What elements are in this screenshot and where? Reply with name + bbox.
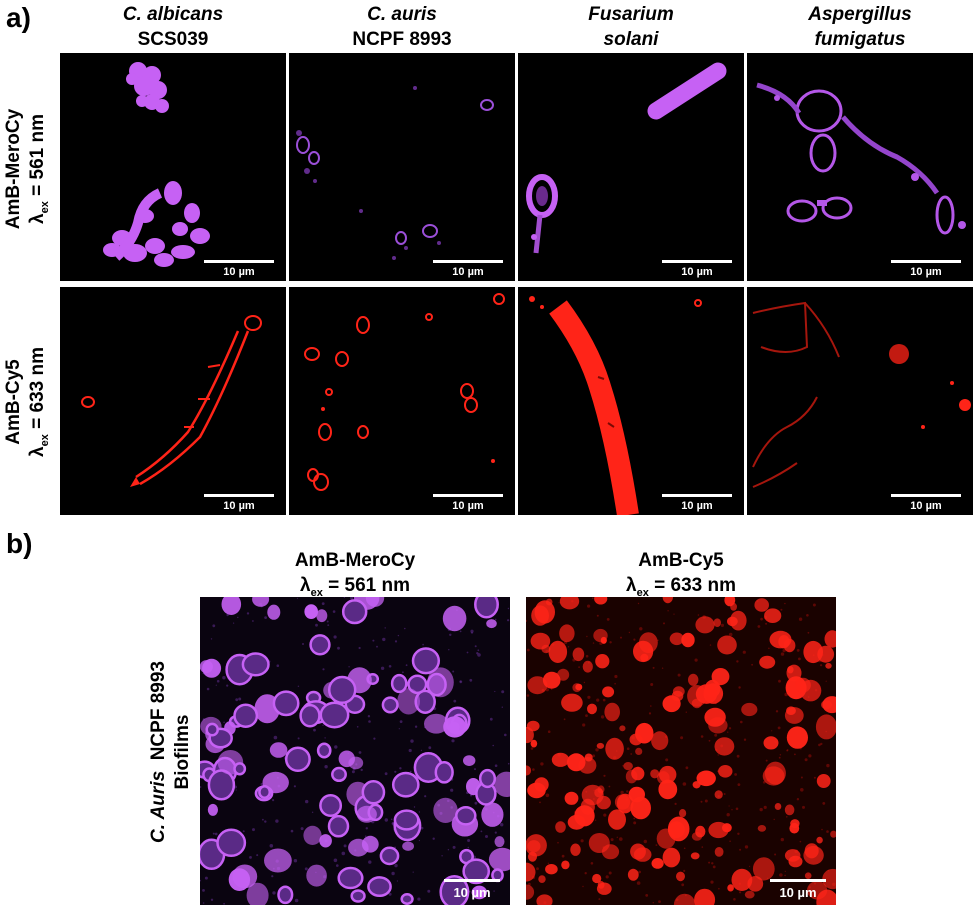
scale-bar: 10 µm [662, 494, 732, 512]
scale-bar: 10 µm [662, 260, 732, 278]
micrograph-cy5-c-auris: 10 µm [289, 287, 515, 515]
micrograph-cy5-aspergillus: 10 µm [747, 287, 973, 515]
biofilm-micrograph-cy5: 10 µm [526, 597, 836, 905]
scale-bar: 10 µm [891, 260, 961, 278]
micrograph-merocy-aspergillus: 10 µm [747, 53, 973, 281]
panel-b-label: b) [6, 528, 33, 559]
column-header-fusarium: Fusarium solani [588, 4, 674, 50]
scale-bar: 10 µm [444, 879, 500, 900]
scale-bar: 10 µm [433, 494, 503, 512]
biofilm-micrograph-merocy: 10 µm [200, 597, 510, 905]
column-header-aspergillus: Aspergillus fumigatus [808, 4, 912, 50]
row-label-cy5: AmB-Cy5 λex = 633 nm [3, 347, 51, 457]
micrograph-merocy-fusarium: 10 µm [518, 53, 744, 281]
column-header-c-auris: C. auris NCPF 8993 [352, 4, 452, 50]
micrograph-cy5-fusarium: 10 µm [518, 287, 744, 515]
scale-bar: 10 µm [891, 494, 961, 512]
scale-bar: 10 µm [433, 260, 503, 278]
biofilm-header-merocy: AmB-MeroCy λex = 561 nm [294, 550, 416, 599]
column-header-c-albicans: C. albicans SCS039 [122, 4, 224, 50]
micrograph-cy5-c-albicans: 10 µm [60, 287, 286, 515]
biofilm-side-label: C. Auris NCPF 8993 Biofilms [148, 661, 193, 843]
scale-bar: 10 µm [204, 494, 274, 512]
biofilm-header-cy5: AmB-Cy5 λex = 633 nm [626, 550, 736, 599]
scale-bar: 10 µm [204, 260, 274, 278]
scale-bar: 10 µm [770, 879, 826, 900]
micrograph-merocy-c-albicans: 10 µm [60, 53, 286, 281]
panel-a-label: a) [6, 2, 31, 33]
micrograph-merocy-c-auris: 10 µm [289, 53, 515, 281]
row-label-merocy: AmB-MeroCy λex = 561 nm [3, 108, 51, 230]
